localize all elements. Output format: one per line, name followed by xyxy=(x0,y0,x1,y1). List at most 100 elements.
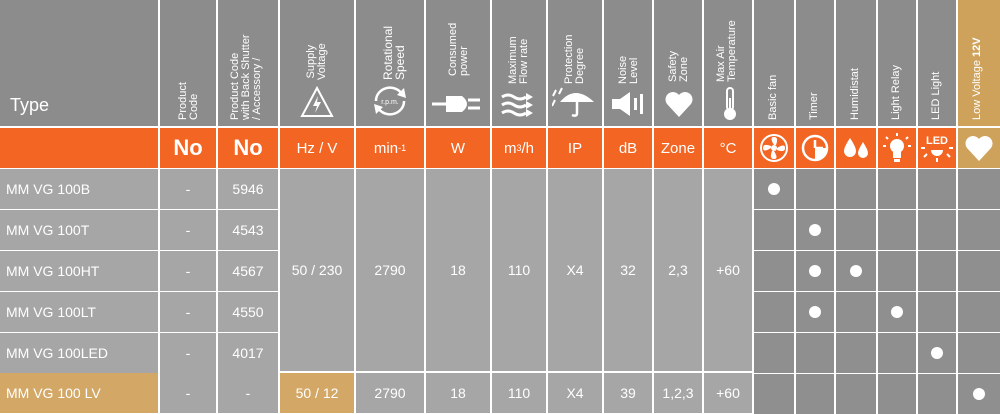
lv-row-product-code: - xyxy=(160,373,216,413)
shared-protection: X4 xyxy=(548,169,602,371)
feature-cell-timer xyxy=(796,374,834,414)
feature-cell-light-relay xyxy=(878,333,916,373)
unit-supply-voltage: Hz / V xyxy=(280,128,354,168)
header-supply-voltage: Supply Voltage xyxy=(280,0,354,126)
header-product-code-shutter: Product Code with Back Shutter / Accesso… xyxy=(218,0,278,126)
unit-led-light: LED xyxy=(918,128,956,168)
header-timer: Timer xyxy=(796,0,834,126)
lv-row-shutter-code: - xyxy=(218,373,278,413)
feature-cell-basic-fan xyxy=(754,333,794,373)
feature-cell-low-voltage xyxy=(958,251,1000,291)
shared-max-air-temp: +60 xyxy=(704,169,752,371)
lv-row-max-flow: 110 xyxy=(492,373,546,413)
header-max-air-temp-label: Max Air Temperature xyxy=(715,20,738,82)
lv-row-rotational-speed: 2790 xyxy=(356,373,424,413)
feature-cell-basic-fan xyxy=(754,169,794,209)
header-timer-label: Timer xyxy=(808,92,820,120)
thermometer-icon xyxy=(724,87,736,120)
led-light-icon: LED xyxy=(921,135,953,162)
unit-consumed-power: W xyxy=(426,128,490,168)
header-light-relay-label: Light Relay xyxy=(890,64,902,120)
heart-icon xyxy=(965,135,993,161)
row-type: MM VG 100B xyxy=(0,169,158,209)
header-consumed-power: Consumed power xyxy=(426,0,490,126)
lv-row-supply-voltage: 50 / 12 xyxy=(280,373,354,413)
header-safety: Safety Zone xyxy=(654,0,702,126)
unit-product-code: No xyxy=(160,128,216,168)
feature-dot xyxy=(850,265,862,277)
unit-safety: Zone xyxy=(654,128,702,168)
feature-dot xyxy=(809,265,821,277)
header-type-label: Type xyxy=(10,95,50,115)
unit-product-code-shutter: No xyxy=(218,128,278,168)
row-type: MM VG 100LT xyxy=(0,292,158,332)
feature-cell-humidistat xyxy=(836,333,876,373)
feature-cell-led-light xyxy=(918,169,956,209)
svg-text:LED: LED xyxy=(926,135,948,147)
lv-row-consumed-power: 18 xyxy=(426,373,490,413)
power-plug-icon xyxy=(432,96,480,112)
feature-dot xyxy=(809,224,821,236)
unit-basic-fan xyxy=(754,128,794,168)
header-led-light: LED Light xyxy=(918,0,956,126)
header-supply-voltage-label: Supply Voltage xyxy=(305,43,328,80)
feature-cell-humidistat xyxy=(836,292,876,332)
row-product-code: - xyxy=(160,333,216,373)
header-product-code: Product Code xyxy=(160,0,216,126)
heart-icon xyxy=(665,91,693,117)
row-product-code: - xyxy=(160,292,216,332)
feature-cell-humidistat xyxy=(836,374,876,414)
drops-icon xyxy=(844,138,868,158)
feature-cell-light-relay xyxy=(878,374,916,414)
feature-cell-low-voltage xyxy=(958,169,1000,209)
feature-dot xyxy=(931,347,943,359)
row-product-code: - xyxy=(160,169,216,209)
shared-consumed-power: 18 xyxy=(426,169,490,371)
unit-max-flow: m 3/h xyxy=(492,128,546,168)
unit-light-relay xyxy=(878,128,916,168)
header-product-code-label: Product Code xyxy=(177,82,200,120)
light-bulb-icon xyxy=(883,133,911,162)
feature-cell-low-voltage xyxy=(958,210,1000,250)
airflow-arrows-icon xyxy=(501,93,533,117)
header-light-relay: Light Relay xyxy=(878,0,916,126)
header-consumed-power-label: Consumed power xyxy=(447,22,470,76)
feature-cell-humidistat xyxy=(836,251,876,291)
lv-row-noise: 39 xyxy=(604,373,652,413)
shared-supply-voltage: 50 / 230 xyxy=(280,169,354,371)
unit-rotational-speed: min -1 xyxy=(356,128,424,168)
svg-text:r.p.m.: r.p.m. xyxy=(381,99,399,106)
feature-cell-low-voltage xyxy=(958,374,1000,414)
row-type: MM VG 100T xyxy=(0,210,158,250)
lv-row-protection: X4 xyxy=(548,373,602,413)
header-max-flow: Maximum Flow rate xyxy=(492,0,546,126)
feature-cell-led-light xyxy=(918,374,956,414)
feature-cell-basic-fan xyxy=(754,374,794,414)
header-rotational-speed-label: Rotational Speed xyxy=(381,25,407,80)
header-noise: Noise Level xyxy=(604,0,652,126)
header-max-air-temp: Max Air Temperature xyxy=(704,0,752,126)
feature-cell-light-relay xyxy=(878,169,916,209)
header-basic-fan-label: Basic fan xyxy=(767,74,779,120)
feature-cell-light-relay xyxy=(878,210,916,250)
feature-cell-led-light xyxy=(918,333,956,373)
header-humidistat-label: Humidistat xyxy=(849,68,861,120)
clock-icon xyxy=(801,134,829,162)
header-protection-label: Protection Degree xyxy=(563,34,586,84)
header-low-voltage-label: Low Voltage 12V xyxy=(971,37,983,120)
row-shutter-code: 4550 xyxy=(218,292,278,332)
fan-icon xyxy=(760,134,788,162)
feature-cell-led-light xyxy=(918,292,956,332)
header-low-voltage: Low Voltage 12V xyxy=(958,0,1000,126)
unit-max-air-temp: °C xyxy=(704,128,752,168)
header-safety-label: Safety Zone xyxy=(667,50,690,82)
unit-noise: dB xyxy=(604,128,652,168)
feature-cell-humidistat xyxy=(836,210,876,250)
unit-humidistat xyxy=(836,128,876,168)
feature-cell-basic-fan xyxy=(754,251,794,291)
header-protection: Protection Degree xyxy=(548,0,602,126)
feature-cell-light-relay xyxy=(878,292,916,332)
feature-cell-timer xyxy=(796,169,834,209)
feature-cell-timer xyxy=(796,210,834,250)
lv-row-type: MM VG 100 LV xyxy=(0,373,158,413)
